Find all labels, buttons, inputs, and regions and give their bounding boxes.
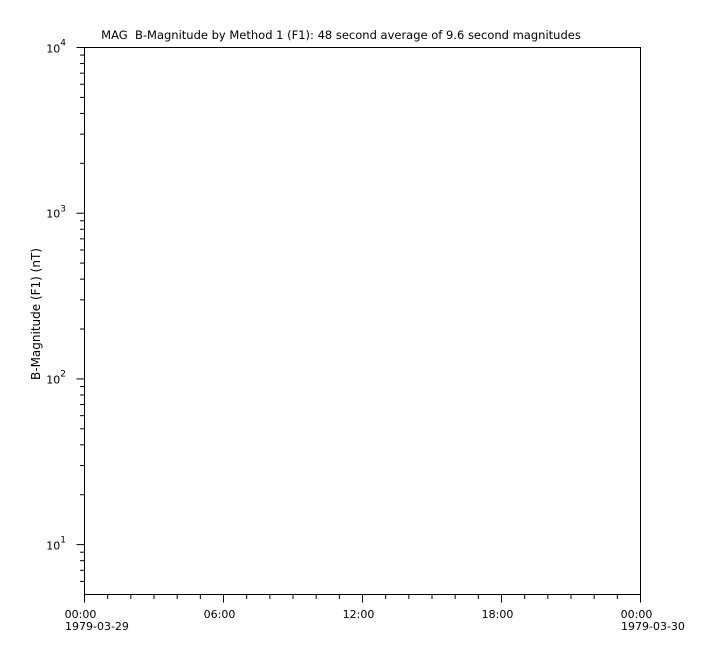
y-tick-label: 102 [46,370,66,387]
y-tick-label: 103 [46,204,66,221]
x-tick-label: 06:00 [203,608,236,621]
x-tick-label: 12:00 [342,608,375,621]
x-tick-label: 00:00 [620,608,653,621]
x-axis-start-date: 1979-03-29 [65,620,129,633]
chart-title: MAG B-Magnitude by Method 1 (F1): 48 sec… [101,28,581,42]
y-tick-label: 104 [46,38,66,55]
x-tick-label: 00:00 [64,608,97,621]
y-tick-label: 101 [46,535,66,552]
x-axis-end-date: 1979-03-30 [621,620,685,633]
axes-spines [84,47,641,595]
x-tick-label: 18:00 [481,608,514,621]
